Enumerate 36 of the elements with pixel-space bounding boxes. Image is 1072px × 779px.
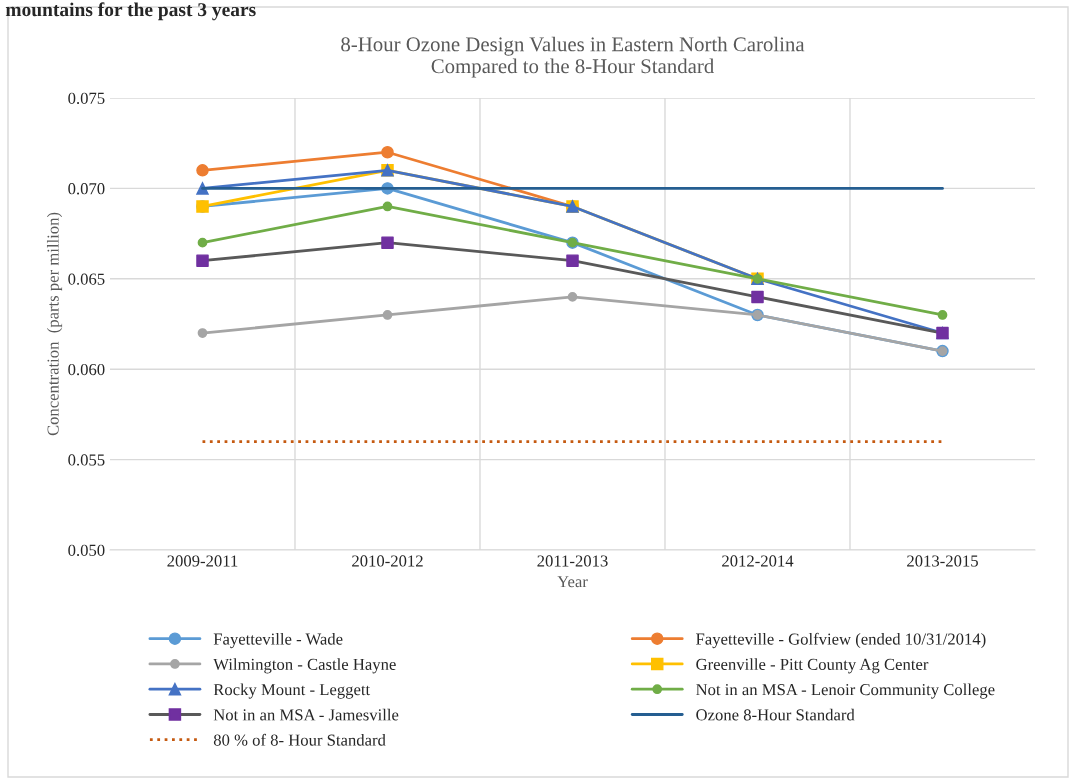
legend-label: Greenville - Pitt County Ag Center	[696, 658, 929, 674]
legend-label: 80 % of 8- Hour Standard	[213, 733, 386, 746]
x-tick-label: 2013-2015	[907, 555, 978, 567]
y-tick-label: 0.070	[68, 183, 105, 195]
legend-label: Wilmington - Castle Hayne	[213, 658, 396, 674]
y-tick-label: 0.060	[68, 363, 105, 376]
x-tick-label: 2012-2014	[722, 555, 794, 567]
x-axis-title: Year	[557, 576, 588, 588]
legend-label: Rocky Mount - Leggett	[213, 683, 371, 699]
point	[382, 310, 393, 320]
point	[196, 254, 209, 267]
chart-title: 8-Hour Ozone Design Values in Eastern North Carolina Compared to the 8-Hour Standard	[341, 36, 805, 78]
y-tick-label: 0.075	[68, 92, 105, 105]
point	[196, 164, 209, 177]
point	[381, 145, 394, 159]
legend-label: Ozone 8-Hour Standard	[696, 708, 855, 721]
legend-label: Fayetteville - Golfview (ended 10/31/2014)	[696, 632, 986, 649]
y-axis-title: Concentration (parts per million)	[46, 212, 63, 436]
point	[566, 254, 579, 267]
y-tick-label: 0.065	[68, 273, 105, 285]
legend-label: Not in an MSA - Lenoir Community College	[696, 683, 995, 699]
point	[567, 292, 578, 302]
x-tick-label: 2010-2012	[352, 555, 423, 567]
y-tick-label: 0.050	[68, 544, 105, 557]
point	[197, 237, 208, 248]
y-tick-label: 0.055	[68, 454, 105, 466]
legend-label: Fayetteville - Wade	[213, 632, 343, 649]
point	[937, 310, 948, 320]
x-tick-label: 2011-2013	[537, 555, 608, 567]
x-tick-label: 2009-2011	[167, 555, 238, 567]
point	[197, 328, 208, 338]
text: mountains for the past 3 years	[5, 2, 256, 21]
legend-label: Not in an MSA - Jamesville	[213, 708, 399, 721]
point	[381, 236, 394, 249]
point	[751, 290, 764, 304]
point	[382, 201, 393, 212]
